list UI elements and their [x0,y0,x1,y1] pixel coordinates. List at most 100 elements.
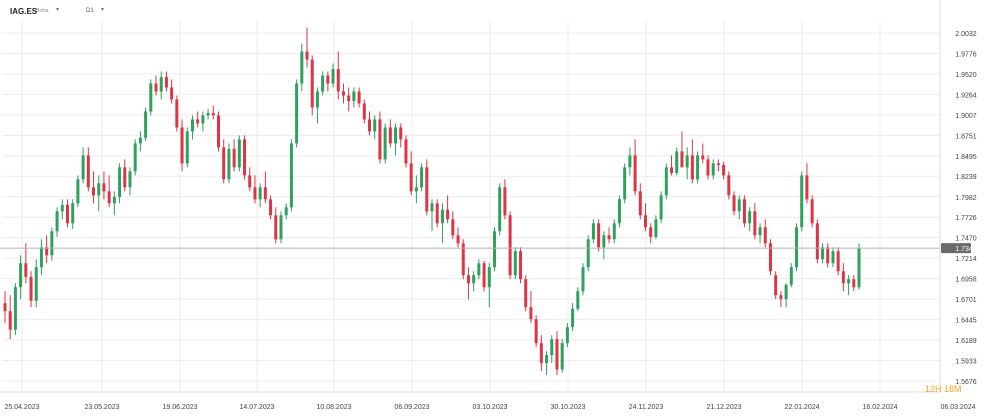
candle [352,87,356,108]
price-tick-label: 1.6701 [955,297,977,304]
candle [508,211,512,280]
candle-body [39,247,43,268]
candle-body [404,139,408,164]
candle-body [534,319,538,344]
candle-body [107,191,111,204]
candle-body [321,75,325,92]
price-tick-label: 1.5933 [955,358,977,365]
candle-body [274,215,278,240]
candle-body [279,215,283,240]
time-tick-label: 21.12.2023 [706,404,741,411]
candle-body [638,191,642,216]
candle-body [295,83,299,144]
candle [529,291,533,324]
chevron-down-icon[interactable]: ▾ [101,7,105,13]
candle-body [8,311,12,330]
last-price-line: 1.7340 [0,243,977,254]
candle-body [118,167,122,197]
candle-body [310,59,314,108]
candle [644,203,647,232]
candle [284,203,288,220]
candle [836,247,840,276]
time-tick-label: 24.11.2023 [629,404,664,411]
candle-body [409,163,413,192]
candle-body [289,143,293,208]
candle-body [732,195,736,212]
candle-body [71,203,75,224]
candle [97,175,101,212]
candle [154,75,158,96]
price-tick-label: 1.6958 [955,277,977,284]
candle-body [602,235,606,248]
candle-body [284,207,288,216]
candle-body [440,209,444,224]
chevron-down-icon[interactable]: ▾ [56,7,60,13]
candle [300,43,304,92]
candle-body [628,155,632,168]
candle [722,161,726,180]
candle [24,243,28,284]
candle-body [524,279,528,308]
candle [696,151,700,184]
candle [805,163,809,204]
candle-body [237,139,241,168]
candle-body [170,87,174,100]
candle [211,105,215,120]
candle [680,131,684,168]
candle-body [597,223,601,248]
candle [492,227,496,272]
candle [440,203,444,244]
candle-body [326,75,330,84]
symbol-selector[interactable]: IAG.ES [10,7,38,16]
candle-body [519,251,523,280]
candle-body [737,199,741,212]
candle [571,303,575,332]
candle [232,139,236,172]
candle [373,115,377,140]
grid-lines [2,20,940,392]
candle [815,219,819,264]
candle [795,223,799,272]
candle-body [222,147,226,180]
candle [164,71,168,92]
candle-body [644,215,647,228]
candle [258,183,262,208]
candle-body [3,303,7,312]
candle [185,127,189,168]
candle [144,107,148,142]
candle-body [13,287,17,330]
candle-body [154,83,158,92]
candle [565,323,569,348]
candle-body [269,199,273,216]
candle [524,275,528,312]
candle [388,119,392,148]
candle [545,351,549,376]
candle [586,235,590,272]
candle-body [748,211,752,224]
candle-body [336,69,340,92]
candle [519,247,523,284]
candle [331,63,335,88]
candle-body [128,171,132,188]
candle [39,239,43,276]
candle [295,79,299,148]
candle-body [847,279,851,284]
price-axis: 2.0032 1.9776 1.9520 1.9264 1.9007 1.8751 1.84… [939,0,977,392]
candle-body [253,187,257,200]
candle [341,83,345,104]
candle-body [487,267,491,288]
candle [711,159,715,180]
candle [222,139,226,184]
candle-body [196,119,200,124]
candle [435,199,439,228]
time-tick-label: 06.09.2023 [394,404,429,411]
candle-body [821,247,825,260]
timeframe-selector[interactable]: D1 [86,8,94,14]
candle-body [24,263,28,277]
candle-body [826,247,830,264]
candle-body [784,284,788,300]
candle [550,335,554,364]
candle [217,111,220,152]
candle-body [836,251,840,272]
